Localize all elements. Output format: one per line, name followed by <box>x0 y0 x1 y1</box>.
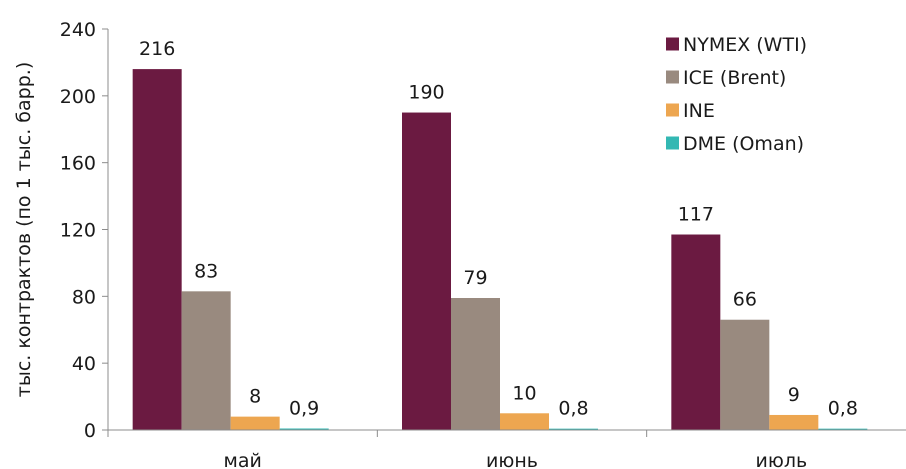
y-tick-label: 80 <box>72 286 96 308</box>
y-axis: 0 40 80 120 160 200 240 <box>60 19 109 442</box>
legend-label: ICE (Brent) <box>683 67 786 89</box>
bar <box>279 428 329 430</box>
bar <box>720 319 770 430</box>
legend: NYMEX (WTI) ICE (Brent) INE DME (Oman) <box>666 34 807 155</box>
data-label: 216 <box>139 38 175 60</box>
data-labels: 216 83 8 0,9 190 79 10 0,8 117 66 9 0,8 <box>139 38 858 420</box>
x-category-label: июнь <box>486 450 538 469</box>
legend-label: NYMEX (WTI) <box>683 34 807 56</box>
data-label: 79 <box>463 267 487 289</box>
bar <box>451 298 500 430</box>
legend-swatch <box>666 70 679 84</box>
x-axis: май июнь июль <box>107 429 906 469</box>
legend-swatch <box>666 103 679 117</box>
bar <box>230 416 280 430</box>
legend-label: INE <box>683 100 715 122</box>
bars <box>132 69 868 431</box>
data-label: 117 <box>678 204 714 226</box>
bar <box>549 428 598 430</box>
y-tick-label: 240 <box>60 19 96 41</box>
data-label: 83 <box>194 260 218 282</box>
legend-swatch <box>666 37 679 51</box>
data-label: 190 <box>408 82 444 104</box>
x-category-label: июль <box>755 450 807 469</box>
y-tick-label: 40 <box>72 353 96 375</box>
bar <box>181 291 231 430</box>
bar <box>769 414 819 430</box>
data-label: 9 <box>788 384 800 406</box>
data-label: 0,8 <box>828 398 858 420</box>
legend-swatch <box>666 136 679 150</box>
y-tick-label: 120 <box>60 220 96 242</box>
bar <box>500 413 549 430</box>
bar <box>402 112 451 431</box>
y-axis-title: тыс. контрактов (по 1 тыс. барр.) <box>13 62 35 397</box>
bar <box>818 428 868 430</box>
bar <box>132 69 182 430</box>
data-label: 0,8 <box>558 398 588 420</box>
data-label: 0,9 <box>289 397 319 419</box>
bar <box>671 234 721 430</box>
legend-label: DME (Oman) <box>683 133 804 155</box>
y-tick-label: 200 <box>60 86 96 108</box>
data-label: 8 <box>249 386 261 408</box>
data-label: 10 <box>512 382 536 404</box>
y-tick-label: 160 <box>60 153 96 175</box>
x-category-label: май <box>224 450 262 469</box>
y-tick-label: 0 <box>84 420 96 442</box>
data-label: 66 <box>733 289 757 311</box>
